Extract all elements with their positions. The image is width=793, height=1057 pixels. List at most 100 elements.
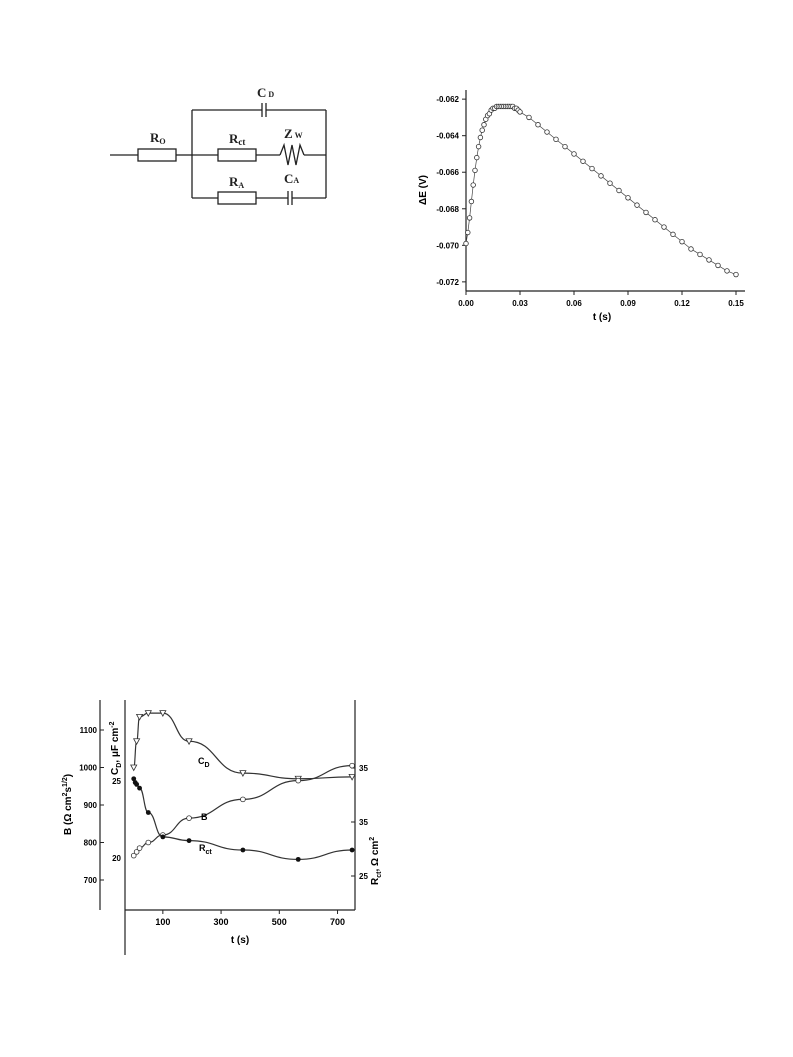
x-tick-label: 100 [155, 917, 170, 927]
y-tick-label: -0.062 [436, 95, 459, 104]
data-point [607, 180, 613, 186]
rct-point [349, 847, 355, 853]
cd-point [239, 770, 247, 777]
left-ticks: 1100 1000 900 800 700 [79, 726, 104, 885]
b-point [130, 852, 137, 859]
inner-tick-label: 25 [112, 777, 121, 786]
rct-point [131, 776, 137, 782]
rct-point [134, 781, 140, 787]
data-point [475, 143, 482, 150]
data-point [553, 136, 559, 143]
data-point [544, 129, 550, 135]
data-point [477, 134, 484, 141]
data-point [481, 122, 487, 128]
data-point [679, 238, 685, 245]
cd-point [185, 738, 193, 746]
right-tick-label: 25 [359, 872, 368, 881]
series-label-rct: Rct [199, 843, 212, 856]
data-point [472, 167, 478, 174]
b-point [349, 762, 355, 769]
data-point [571, 151, 577, 157]
inner-tick-label: 20 [112, 854, 121, 863]
x-tick-label: 0.15 [728, 299, 744, 308]
cd-point [130, 764, 138, 772]
transient-line [465, 106, 737, 275]
data-point [715, 262, 721, 269]
x-tick-label: 300 [214, 917, 229, 927]
data-point [706, 257, 712, 263]
series-curve [133, 765, 353, 857]
data-point [463, 240, 469, 247]
right-tick-label: 35 [359, 818, 368, 827]
x-tick-label: 0.06 [566, 299, 582, 308]
data-point [474, 154, 480, 161]
left-axis-label: B (Ω cm2s1/2) [62, 774, 74, 835]
series-curve [133, 778, 353, 860]
data-point [562, 143, 568, 150]
rct-point [137, 785, 142, 791]
label-ca: CA [284, 171, 299, 186]
rct-point [145, 810, 151, 815]
b-point [186, 815, 192, 821]
left-tick-label: 1100 [80, 726, 98, 735]
right-ticks: 35 35 25 [351, 764, 368, 881]
y-tick-label: -0.070 [436, 241, 459, 250]
label-ra: RA [229, 174, 244, 190]
data-point [733, 271, 739, 278]
left-tick-label: 900 [84, 801, 98, 810]
left-tick-label: 700 [84, 876, 98, 885]
potential-transient-chart: 0.00 0.03 0.06 0.09 0.12 0.15 -0.062-0.064-0.… [418, 90, 745, 323]
x-tick-label: 0.09 [620, 299, 636, 308]
data-point [670, 231, 676, 238]
cd-point [132, 738, 141, 746]
series-curve [133, 712, 353, 780]
y-ticks: -0.062 -0.064 -0.066 -0.068 -0.070 -0.072 [436, 95, 466, 287]
cd-point [348, 773, 356, 781]
y-tick-label: -0.064 [436, 132, 459, 141]
data-point [468, 198, 475, 205]
warburg-element [279, 142, 305, 166]
right-tick-label: 35 [359, 764, 368, 773]
data-point [661, 224, 667, 230]
rct-point [186, 838, 192, 844]
data-point [616, 187, 622, 194]
x-tick-label: 700 [330, 917, 345, 927]
y-tick-label: -0.068 [436, 205, 459, 214]
rct-resistor [217, 148, 257, 162]
b-point [240, 796, 246, 803]
data-point [652, 217, 658, 223]
x-tick-label: 0.03 [512, 299, 528, 308]
left-tick-label: 1000 [79, 764, 97, 773]
series-group [130, 710, 356, 862]
series-label-cd: CD [198, 756, 210, 769]
x-ticks: 0.00 0.03 0.06 0.09 0.12 0.15 [458, 291, 744, 308]
x-tick-label: 0.00 [458, 299, 474, 308]
data-point [697, 251, 703, 258]
r0-resistor [137, 148, 177, 162]
b-point [295, 777, 302, 784]
data-point [526, 114, 532, 121]
data-point [479, 127, 485, 133]
series-label-b: B [201, 812, 208, 822]
data-point [589, 165, 595, 172]
cd-point [159, 710, 167, 717]
rct-point [160, 834, 166, 840]
b-point [133, 849, 140, 855]
ra-resistor [217, 191, 257, 205]
cd-point [144, 710, 152, 717]
rct-point [295, 856, 301, 862]
b-point [145, 839, 152, 846]
data-point [598, 173, 604, 179]
data-point [465, 229, 471, 236]
left-tick-label: 800 [84, 839, 98, 848]
data-point [470, 182, 476, 188]
y-tick-label: -0.072 [436, 278, 459, 287]
data-point [724, 268, 730, 274]
rct-point [240, 847, 246, 853]
data-point [517, 109, 523, 115]
data-point [580, 158, 586, 164]
y-tick-label: -0.066 [436, 168, 459, 177]
data-point [535, 122, 541, 128]
